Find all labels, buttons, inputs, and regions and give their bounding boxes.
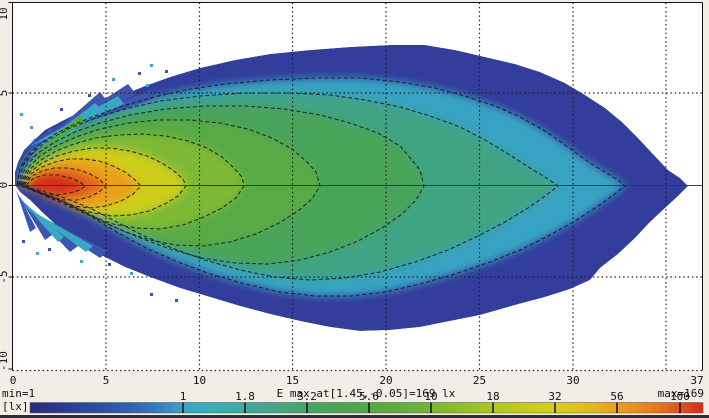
x-tick-10: 10	[193, 374, 206, 387]
unit-label: [lx]	[2, 400, 29, 413]
y-tick-5: 5	[0, 90, 10, 97]
y-tick-10: 10	[0, 7, 10, 20]
cbar-label-32: 32	[548, 390, 561, 403]
x-axis-tick-labels: 0 5 10 15 20 25 30 37	[10, 374, 704, 387]
x-tick-15: 15	[286, 374, 299, 387]
grid-lines	[12, 2, 703, 372]
cbar-label-1: 1	[180, 390, 187, 403]
cbar-label-18: 18	[486, 390, 499, 403]
x-tick-0: 0	[10, 374, 17, 387]
y-axis-tick-labels: 10 5 0 -5 -10	[0, 7, 10, 371]
y-tick-0: 0	[0, 182, 10, 189]
cbar-label-10: 10	[424, 390, 437, 403]
x-tick-30: 30	[566, 374, 579, 387]
colorbar-ticks	[182, 402, 681, 413]
cbar-label-5.6: 5.6	[359, 390, 379, 403]
min-value-label: min=1	[2, 387, 35, 400]
bottom-border-strip	[0, 415, 709, 418]
x-tick-20: 20	[379, 374, 392, 387]
x-tick-25: 25	[473, 374, 486, 387]
x-tick-37: 37	[690, 374, 703, 387]
plot-frame	[8, 2, 703, 371]
colorbar-tick-labels: 1 1.8 3.2 5.6 10 18 32 56 100	[180, 390, 690, 403]
colorbar	[29, 402, 704, 414]
max-value-label: max=169	[658, 387, 704, 400]
cbar-label-100: 100	[670, 390, 690, 403]
y-tick-neg5: -5	[0, 270, 10, 283]
cbar-label-3.2: 3.2	[297, 390, 317, 403]
emax-annotation: E max at[1.45,-0.05]=169 lx	[277, 387, 456, 400]
y-tick-neg10: -10	[0, 351, 10, 371]
cbar-label-56: 56	[610, 390, 623, 403]
cbar-label-1.8: 1.8	[235, 390, 255, 403]
x-tick-5: 5	[103, 374, 110, 387]
